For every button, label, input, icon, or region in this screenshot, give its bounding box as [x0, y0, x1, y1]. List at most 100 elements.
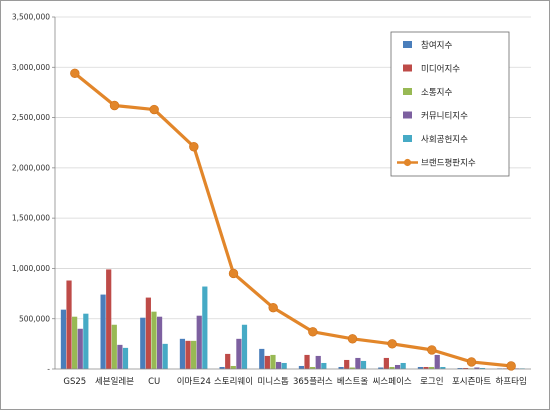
bar [400, 362, 406, 369]
bar [389, 366, 395, 369]
bar [66, 280, 72, 369]
x-category-label: 365플러스 [293, 377, 333, 387]
x-category-label: 하프타임 [496, 376, 527, 387]
axes [54, 17, 531, 370]
bar [474, 367, 480, 369]
bar [360, 360, 367, 369]
line-point [387, 339, 397, 349]
y-tick-label: 1,500,000 [12, 214, 50, 223]
bar [111, 324, 117, 369]
line-point [70, 68, 80, 79]
legend-swatch [403, 41, 412, 48]
gridlines [55, 16, 531, 320]
bar [457, 367, 463, 369]
bar [219, 366, 225, 369]
line-point [427, 345, 437, 355]
bar [185, 340, 191, 369]
bar [417, 366, 424, 369]
legend-entry: 미디어지수 [421, 64, 460, 75]
bar [196, 315, 202, 369]
bar [463, 367, 469, 369]
bar [225, 353, 231, 369]
line-point [347, 334, 358, 344]
bar [117, 344, 123, 369]
y-tick-label: 3,000,000 [12, 63, 50, 72]
line-point [466, 357, 477, 367]
legend-swatch [403, 64, 412, 72]
bar [310, 366, 316, 369]
bar [429, 366, 435, 369]
bar [230, 365, 236, 369]
x-category-label: 씨스페이스 [373, 376, 412, 387]
bar [60, 309, 67, 369]
bar [281, 362, 287, 369]
line-point [149, 104, 159, 115]
bar [440, 366, 446, 369]
y-tick-label: 1,000,000 [12, 264, 50, 273]
x-category-label: 베스트올 [337, 377, 368, 387]
bar [270, 354, 276, 369]
bar [122, 347, 129, 369]
bar [355, 357, 361, 369]
y-tick-label: 2,000,000 [12, 163, 50, 172]
x-category-label: 이마트24 [177, 376, 211, 387]
bar [423, 366, 429, 369]
legend-swatch [403, 135, 412, 142]
x-category-label: CU [148, 377, 160, 387]
line-point [189, 142, 199, 152]
legend-entry: 브랜드평판지수 [421, 158, 476, 169]
line-point [308, 327, 318, 337]
bar [100, 294, 106, 369]
bar [344, 359, 350, 369]
bar [338, 366, 344, 369]
x-category-label: GS25 [63, 377, 86, 387]
legend-box [390, 31, 510, 177]
bar [83, 313, 89, 369]
x-category-label: 스토리웨이 [214, 376, 253, 387]
x-category-label: 포시즌마트 [452, 377, 491, 387]
bar [321, 362, 327, 369]
legend-entry: 커뮤니티지수 [421, 111, 468, 122]
bar [315, 355, 321, 369]
legend-marker [403, 158, 412, 167]
x-axis-categories: GS25 세븐일레븐 CU 이마트24 스토리웨이 미니스톱 365플러스 베스트올 씨스페이스… [63, 376, 526, 387]
bar [241, 324, 248, 369]
series-line [73, 72, 512, 368]
line-point [506, 361, 516, 371]
bar [106, 269, 112, 369]
bar [383, 357, 389, 369]
legend-swatch [403, 111, 412, 119]
bar [298, 365, 305, 369]
line-series [70, 68, 516, 371]
line-point [268, 302, 278, 313]
legend-swatch [403, 88, 412, 95]
bar [191, 340, 197, 369]
x-category-label: 세븐일레븐 [95, 377, 134, 387]
bar [275, 361, 282, 369]
line-point [109, 100, 120, 111]
y-tick-label: 2,500,000 [12, 113, 50, 122]
x-category-label: 로그인 [420, 376, 443, 387]
legend-entry: 사회공헌지수 [421, 135, 468, 145]
bar [349, 367, 355, 369]
y-axis-ticks: - 500,000 1,000,000 1,500,000 2,000,000 2,500… [12, 13, 55, 374]
bar [145, 297, 151, 369]
bar [434, 354, 440, 369]
bar [140, 317, 146, 369]
y-tick-label: 500,000 [19, 314, 50, 323]
bar [304, 354, 310, 369]
bar [151, 311, 157, 369]
bar [378, 367, 384, 369]
bar [179, 338, 186, 369]
bar [394, 364, 401, 369]
bar [236, 338, 242, 369]
bar [77, 328, 83, 369]
bar [479, 367, 486, 369]
bar [162, 343, 168, 369]
x-category-label: 미니스톱 [258, 376, 289, 387]
legend-entry: 참여지수 [421, 40, 452, 51]
legend-entry: 소통지수 [421, 88, 452, 98]
